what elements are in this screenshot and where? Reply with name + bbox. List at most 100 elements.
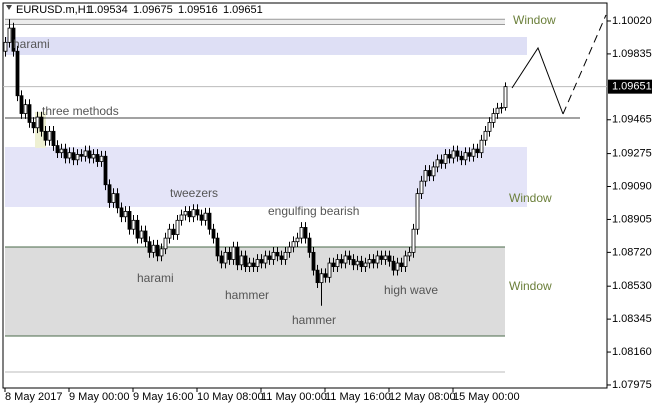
candle-body bbox=[47, 130, 52, 141]
candle-body bbox=[287, 246, 292, 253]
zones bbox=[3, 18, 607, 373]
candle-body bbox=[363, 262, 368, 268]
candles bbox=[3, 19, 508, 306]
candle-body bbox=[67, 152, 72, 159]
candle-body bbox=[243, 255, 248, 268]
zone bbox=[5, 36, 527, 55]
candle-body bbox=[239, 255, 244, 266]
candle-body bbox=[403, 255, 408, 268]
candle-body bbox=[499, 107, 504, 109]
candle-body bbox=[375, 255, 380, 264]
candle-body bbox=[483, 130, 488, 141]
y-tick-label: 1.10020 bbox=[612, 15, 652, 27]
ohlc-high: 1.09675 bbox=[133, 4, 173, 16]
candle-body bbox=[475, 148, 480, 154]
pattern-label: high wave bbox=[384, 283, 438, 297]
candle-body bbox=[311, 251, 316, 271]
candle-body bbox=[355, 260, 360, 266]
candle-body bbox=[159, 248, 164, 257]
candle-body bbox=[151, 244, 156, 253]
pattern-label: tweezers bbox=[170, 186, 218, 200]
candle-body bbox=[247, 262, 252, 268]
candle-body bbox=[147, 241, 152, 253]
pattern-label: engulfing bearish bbox=[268, 204, 359, 218]
candle-body bbox=[303, 227, 308, 239]
candle-body bbox=[283, 251, 288, 260]
candle-body bbox=[135, 219, 140, 239]
y-tick-label: 1.09090 bbox=[612, 180, 652, 192]
candle-body bbox=[91, 154, 96, 159]
candle-body bbox=[471, 148, 476, 157]
candle-body bbox=[131, 219, 136, 230]
candle-body bbox=[339, 259, 344, 264]
candle-body bbox=[35, 116, 40, 129]
y-tick-label: 1.07975 bbox=[612, 379, 652, 391]
candle-body bbox=[187, 211, 192, 218]
candle-body bbox=[75, 154, 80, 161]
y-tick-label: 1.09275 bbox=[612, 147, 652, 159]
candle-body bbox=[195, 209, 200, 216]
candle-body bbox=[439, 159, 444, 164]
candle-body bbox=[431, 166, 436, 177]
candle-body bbox=[231, 246, 236, 260]
candle-body bbox=[175, 219, 180, 235]
y-tick-label: 1.08720 bbox=[612, 246, 652, 258]
symbol-icon bbox=[6, 5, 12, 10]
candle-body bbox=[263, 255, 268, 264]
candle-body bbox=[479, 139, 484, 154]
zone bbox=[5, 19, 505, 25]
pattern-label: hammer bbox=[225, 288, 269, 302]
candle-body bbox=[255, 259, 260, 268]
candle-body bbox=[371, 259, 376, 264]
candle-body bbox=[383, 255, 388, 260]
window-label: Window bbox=[509, 191, 552, 205]
candle-body bbox=[447, 154, 452, 159]
ohlc-open: 1.09534 bbox=[88, 4, 128, 16]
symbol: EURUSD.m,H1 bbox=[16, 4, 92, 16]
candle-body bbox=[39, 116, 44, 132]
candle-body bbox=[103, 155, 108, 186]
candle-body bbox=[167, 228, 172, 239]
candle-body bbox=[279, 255, 284, 260]
candle-body bbox=[127, 211, 132, 230]
candle-body bbox=[251, 262, 256, 268]
candle-body bbox=[331, 262, 336, 268]
candle-body bbox=[115, 193, 120, 209]
candle-body bbox=[495, 107, 500, 114]
candle-body bbox=[451, 150, 456, 159]
candle-body bbox=[359, 260, 364, 268]
candle-body bbox=[123, 211, 128, 218]
candle-body bbox=[15, 50, 20, 97]
candle-body bbox=[343, 255, 348, 264]
candle-body bbox=[367, 259, 372, 264]
candle-body bbox=[199, 214, 204, 221]
window-label: Window bbox=[509, 279, 552, 293]
y-tick-label: 1.08530 bbox=[612, 280, 652, 292]
y-tick-label: 1.09835 bbox=[612, 48, 652, 60]
x-tick-label: 9 May 16:00 bbox=[133, 391, 194, 403]
candle-body bbox=[87, 150, 92, 159]
pattern-label: hammer bbox=[292, 313, 336, 327]
candle-body bbox=[271, 251, 276, 260]
candle-body bbox=[83, 150, 88, 157]
candle-body bbox=[139, 230, 144, 239]
candle-body bbox=[443, 154, 448, 164]
y-tick-label: 1.08905 bbox=[612, 213, 652, 225]
candle-body bbox=[3, 41, 8, 52]
candle-body bbox=[111, 193, 116, 203]
candle-body bbox=[459, 155, 464, 161]
candle-body bbox=[395, 262, 400, 271]
candle-body bbox=[423, 170, 428, 182]
candle-body bbox=[119, 207, 124, 218]
candle-body bbox=[299, 227, 304, 239]
zone bbox=[5, 247, 505, 337]
candle-body bbox=[179, 214, 184, 221]
candle-body bbox=[379, 255, 384, 260]
candle-body bbox=[155, 244, 160, 257]
candle-body bbox=[407, 251, 412, 257]
pattern-label: harami bbox=[13, 37, 50, 51]
candle-body bbox=[411, 228, 416, 253]
pattern-label: three methods bbox=[42, 104, 119, 118]
candle-body bbox=[275, 251, 280, 257]
